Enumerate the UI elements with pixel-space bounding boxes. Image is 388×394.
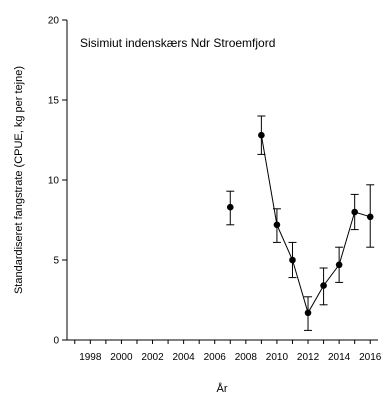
data-point (226, 203, 234, 211)
data-marks (226, 115, 375, 331)
x-tick-label: 2000 (110, 352, 133, 363)
data-point (273, 221, 281, 229)
x-tick-label: 2008 (235, 352, 258, 363)
series-line (260, 135, 371, 315)
x-tick-label: 2016 (359, 352, 382, 363)
axes: 0 5 10 15 20 1998 2000 2002 2004 2006 2008 2010 2012… (48, 16, 382, 364)
y-tick-label: 15 (48, 96, 60, 107)
x-tick-label: 2012 (297, 352, 320, 363)
x-axis-title: År (217, 382, 228, 394)
data-point (289, 256, 296, 264)
x-tick-label: 1998 (79, 352, 102, 363)
y-tick-label: 5 (53, 256, 59, 267)
x-tick-label: 2004 (173, 352, 196, 363)
data-point (320, 282, 327, 289)
x-tick-label: 2010 (266, 352, 289, 363)
chart-title: Sisimiut indenskærs Ndr Stroemfjord (80, 36, 275, 50)
y-axis-title: Standardiseret fangstrate (CPUE, kg per … (13, 66, 25, 294)
y-tick-label: 10 (48, 176, 60, 187)
x-tick-label: 2002 (141, 352, 164, 363)
y-tick-label: 0 (53, 336, 59, 347)
x-tick-label: 2006 (204, 352, 227, 363)
y-tick-label: 20 (48, 16, 60, 27)
data-point (351, 208, 358, 216)
x-tick-label: 2014 (328, 352, 351, 363)
data-point (258, 131, 265, 139)
data-point (335, 261, 343, 269)
data-point (366, 213, 374, 221)
data-point (304, 309, 312, 317)
